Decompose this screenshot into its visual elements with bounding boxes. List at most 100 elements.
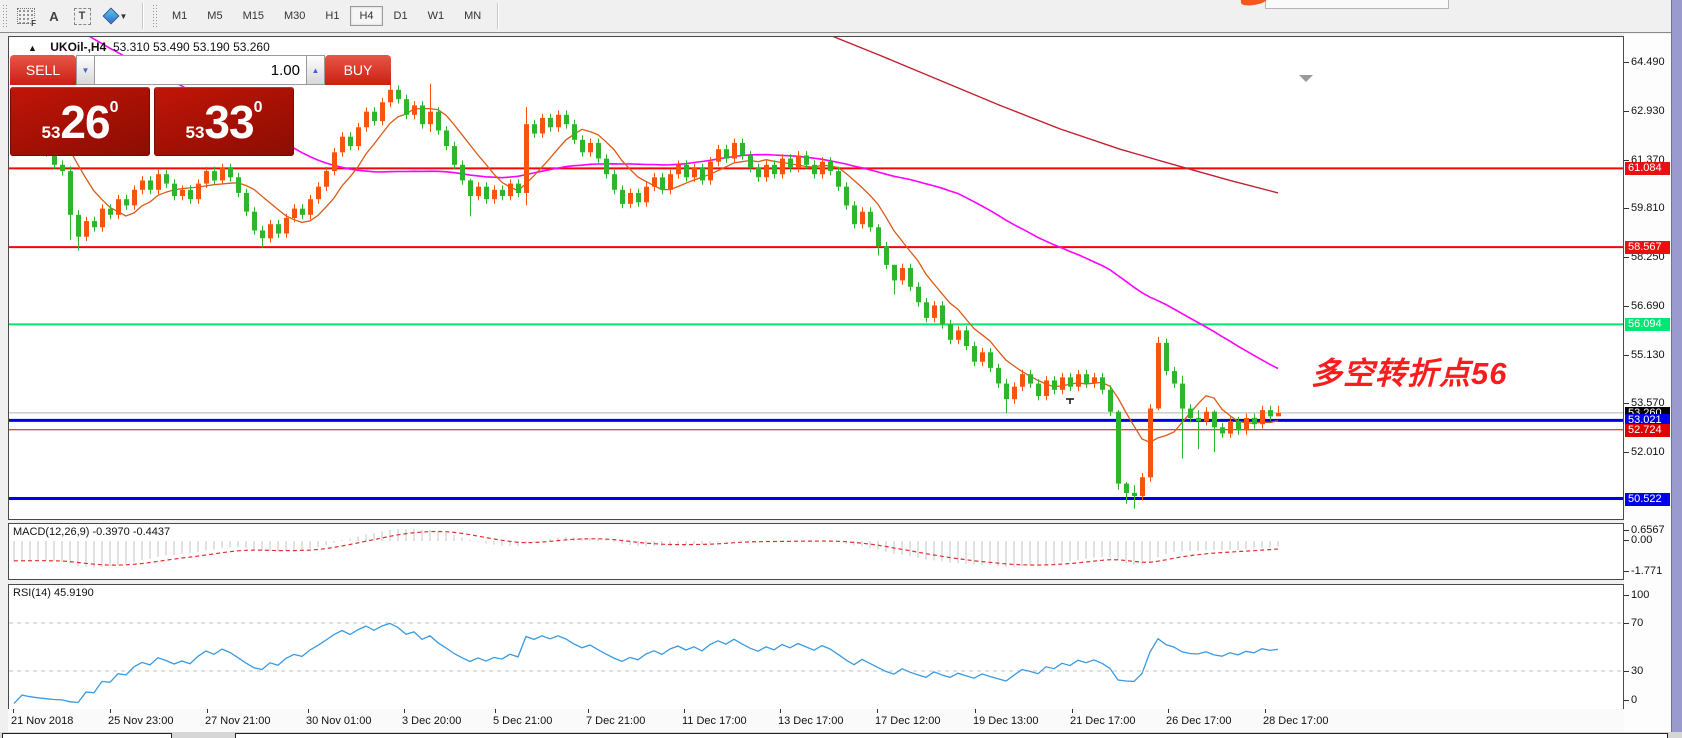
bottom-tab-box[interactable] [2, 733, 172, 738]
time-tick-mark [588, 709, 589, 713]
volume-input[interactable] [95, 55, 306, 85]
text-label-icon[interactable]: A [49, 8, 59, 24]
price-tick-label: 55.130 [1631, 348, 1665, 361]
price-tick-mark [1624, 354, 1629, 356]
time-tick-label: 19 Dec 13:00 [973, 715, 1039, 727]
price-tick-label: 52.010 [1631, 446, 1665, 458]
rsi-axis-label: 30 [1631, 665, 1644, 677]
macd-pane[interactable]: MACD(12,26,9) -0.3970 -0.4437 [8, 523, 1624, 580]
rsi-label: RSI(14) 45.9190 [13, 587, 94, 599]
time-tick-label: 26 Dec 17:00 [1166, 715, 1232, 727]
macd-axis-label: 0.00 [1631, 534, 1653, 546]
buy-button[interactable]: BUY [325, 55, 391, 85]
time-tick-mark [13, 709, 14, 713]
bid-point: 0 [109, 99, 119, 116]
timeframe-m15-button[interactable]: M15 [242, 10, 264, 22]
time-tick-mark [1072, 709, 1073, 713]
rsi-axis-label: 0 [1631, 694, 1638, 706]
time-tick-label: 5 Dec 21:00 [493, 715, 553, 727]
ask-pips: 33 [204, 95, 254, 148]
price-line-label: 58.567 [1625, 241, 1670, 255]
time-tick-label: 7 Dec 21:00 [586, 715, 646, 727]
adjacent-window-edge [1671, 0, 1682, 738]
time-tick-label: 13 Dec 17:00 [778, 715, 844, 727]
price-line-label: 50.522 [1625, 492, 1670, 506]
time-tick-label: 25 Nov 23:00 [108, 715, 174, 727]
price-tick-label: 62.930 [1631, 104, 1665, 117]
rsi-pane[interactable]: RSI(14) 45.9190 [8, 584, 1624, 710]
bottom-tabs-strip [0, 732, 1682, 738]
timeframe-m30-button[interactable]: M30 [283, 10, 306, 22]
grid-f-icon[interactable]: F [15, 5, 37, 28]
chart-title: ▲ UKOil-,H4 53.310 53.490 53.190 53.260 [28, 40, 270, 54]
rsi-tick-mark [1624, 700, 1629, 701]
time-tick-label: 30 Nov 01:00 [306, 715, 372, 727]
ohlc-readout: 53.310 53.490 53.190 53.260 [112, 40, 270, 54]
price-tick-label: 59.810 [1631, 202, 1665, 215]
bottom-tab-box-2[interactable] [235, 733, 1668, 738]
price-tick-label: 56.690 [1631, 299, 1665, 312]
rsi-axis-label: 70 [1631, 617, 1644, 629]
time-axis[interactable]: 21 Nov 2018 25 Nov 23:00 27 Nov 21:00 30 No… [8, 709, 1624, 732]
time-tick-mark [495, 709, 496, 713]
ask-point: 0 [253, 99, 263, 116]
toolbar-separator-2 [497, 3, 500, 29]
price-line-label: 52.724 [1625, 423, 1670, 437]
toolbar-separator [142, 3, 144, 29]
time-tick-label: 21 Nov 2018 [11, 715, 74, 727]
volume-increase-button[interactable]: ▲ [306, 55, 325, 85]
bid-price-button[interactable]: 53 26 0 [10, 87, 150, 156]
price-tick-label: 64.490 [1631, 56, 1665, 68]
price-tick-mark [1624, 403, 1629, 405]
time-tick-label: 21 Dec 17:00 [1070, 715, 1136, 727]
one-click-collapse-icon[interactable]: ▲ [28, 43, 37, 53]
volume-decrease-button[interactable]: ▼ [76, 55, 95, 85]
price-line-label: 56.094 [1625, 318, 1670, 332]
bid-pips: 26 [60, 95, 110, 148]
price-tick-mark [1624, 62, 1629, 63]
logo-fragment-icon [1240, 0, 1268, 7]
price-axis[interactable]: 64.490 62.930 61.370 59.810 58.250 56.690 55.1… [1624, 34, 1671, 734]
time-tick-label: 28 Dec 17:00 [1263, 715, 1329, 727]
timeframe-h4-button[interactable]: H4 [350, 6, 383, 26]
chart-shift-marker-icon[interactable] [1299, 75, 1313, 82]
timeframe-mn-button[interactable]: MN [464, 10, 482, 22]
timeframe-d1-button[interactable]: D1 [393, 10, 408, 22]
toolbar-drag-handle-2[interactable] [152, 4, 159, 28]
rsi-tick-mark [1624, 623, 1629, 624]
price-tick-mark [1624, 208, 1629, 210]
bid-whole: 53 [41, 123, 61, 142]
macd-tick-mark [1624, 540, 1629, 541]
text-box-icon[interactable]: T [71, 5, 93, 27]
ask-whole: 53 [185, 123, 205, 142]
time-tick-label: 27 Nov 21:00 [205, 715, 271, 727]
time-tick-mark [877, 709, 878, 713]
sell-button[interactable]: SELL [10, 55, 76, 85]
time-tick-mark [684, 709, 685, 713]
ask-price-button[interactable]: 53 33 0 [154, 87, 294, 156]
macd-axis-label: -1.771 [1631, 565, 1663, 577]
chart-text-annotation: 多空转折点56 [1311, 356, 1508, 391]
candlestick-chart[interactable] [9, 37, 1623, 519]
macd-chart[interactable] [9, 524, 1623, 579]
diamond-glyph [102, 7, 120, 25]
timeframe-w1-button[interactable]: W1 [427, 10, 445, 22]
rsi-chart[interactable] [9, 585, 1623, 709]
toolbar-drag-handle[interactable] [2, 4, 9, 28]
timeframe-m5-button[interactable]: M5 [207, 10, 223, 22]
time-tick-mark [780, 709, 781, 713]
timeframe-h1-button[interactable]: H1 [325, 10, 340, 22]
timeframe-m1-button[interactable]: M1 [172, 10, 188, 22]
price-tick-mark [1624, 159, 1629, 161]
price-tick-mark [1624, 305, 1629, 307]
time-tick-mark [404, 709, 405, 713]
shapes-icon[interactable]: ▼ [99, 5, 133, 27]
price-tick-mark [1624, 110, 1629, 112]
time-tick-label: 11 Dec 17:00 [682, 715, 747, 727]
rsi-axis-label: 100 [1631, 589, 1650, 601]
price-tick-label: 53.570 [1631, 397, 1665, 410]
toolbar: F A T ▼ M1 M5 M15 M30 H1 H4 D1 W1 MN [0, 0, 1682, 33]
time-tick-mark [110, 709, 111, 713]
